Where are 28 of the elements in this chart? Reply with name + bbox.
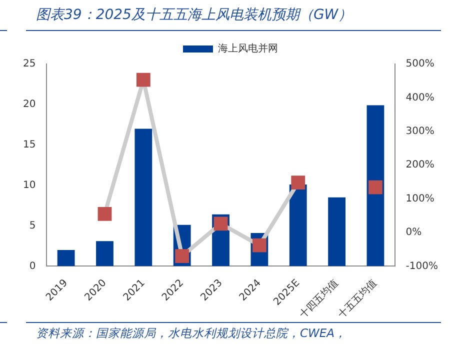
y2-tick-label: 300%	[406, 126, 434, 137]
bar	[366, 105, 384, 266]
point	[368, 180, 382, 194]
chart-title: 图表39：2025及十五五海上风电装机预期（GW）	[36, 6, 352, 24]
y-tick-label: 5	[29, 220, 36, 232]
y2-tick-label: -100%	[406, 260, 438, 272]
y-tick-label: 20	[22, 99, 36, 110]
y-tick-label: 15	[22, 139, 36, 150]
y2-tick-label: 200%	[406, 160, 434, 171]
text: 资料来源：国家能源局，水电水利规划设计总院，CWEA，	[36, 326, 347, 341]
bar	[289, 184, 307, 266]
legend-label: 海上风电并网	[218, 42, 278, 55]
y2-tick-label: 400%	[406, 92, 434, 104]
point	[98, 206, 112, 221]
bar	[134, 128, 152, 266]
y2-tick-label: 0%	[406, 227, 422, 238]
bar	[57, 250, 75, 266]
bar	[328, 197, 346, 266]
point	[175, 249, 190, 263]
point	[214, 216, 228, 231]
y2-tick-label: 500%	[406, 58, 434, 70]
y-tick-label: 0	[29, 260, 36, 272]
y2-tick-label: 100%	[406, 193, 434, 204]
point	[136, 72, 150, 87]
y-tick-label: 25	[22, 58, 36, 70]
bar	[96, 241, 114, 266]
point	[291, 176, 306, 190]
y-tick-label: 10	[22, 180, 36, 191]
